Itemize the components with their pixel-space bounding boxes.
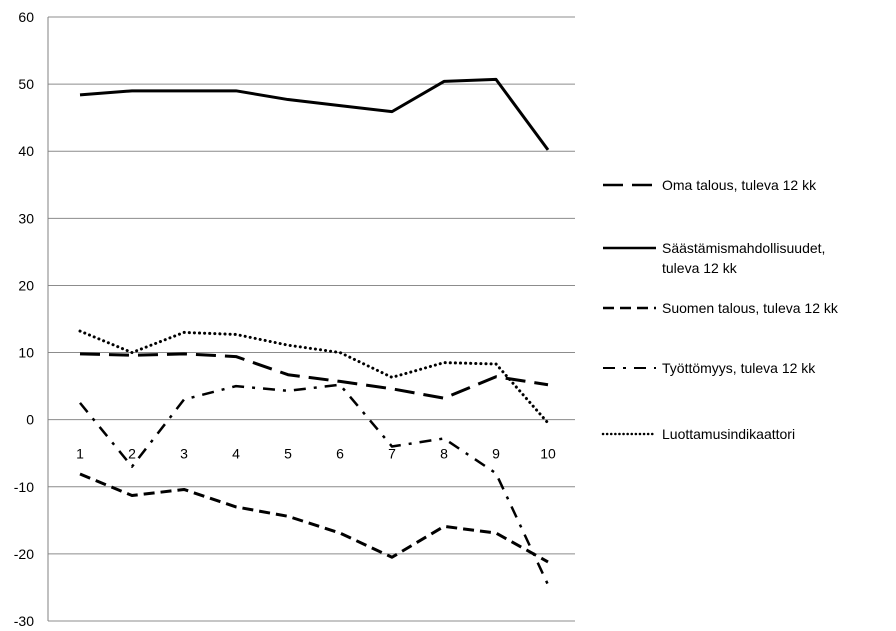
- legend-label: Suomen talous, tuleva 12 kk: [662, 300, 839, 316]
- legend-label: Työttömyys, tuleva 12 kk: [662, 360, 816, 376]
- y-axis-tick-labels: -30 -20 -10 0 10 20 30 40 50 60: [14, 9, 34, 629]
- legend-label: Oma talous, tuleva 12 kk: [662, 177, 817, 193]
- y-tick-label: -20: [14, 546, 34, 562]
- series-line-3: [79, 472, 549, 564]
- x-tick-label: 2: [128, 446, 136, 462]
- legend-label-line2: tuleva 12 kk: [662, 260, 738, 276]
- x-tick-label: 1: [76, 446, 84, 462]
- legend-label: Säästämismahdollisuudet,: [662, 240, 825, 256]
- series-line-2: [79, 77, 550, 151]
- series-line-5: [78, 329, 550, 425]
- y-tick-label: 0: [26, 412, 34, 428]
- legend-label: Luottamusindikaattori: [662, 426, 795, 442]
- series-line-1: [79, 352, 549, 400]
- y-tick-label: 60: [18, 9, 34, 25]
- series-lines: [78, 77, 550, 586]
- y-tick-label: 30: [18, 210, 34, 226]
- x-tick-label: 5: [284, 446, 292, 462]
- legend: Oma talous, tuleva 12 kk Säästämismahdoll…: [601, 177, 839, 442]
- x-tick-label: 6: [336, 446, 344, 462]
- x-tick-label: 7: [388, 446, 396, 462]
- x-tick-label: 4: [232, 446, 240, 462]
- y-tick-label: 20: [18, 277, 34, 293]
- y-tick-label: 10: [18, 345, 34, 361]
- y-tick-label: 50: [18, 76, 34, 92]
- series-line-4: [79, 383, 550, 586]
- x-axis-tick-labels: 1 2 3 4 5 6 7 8 9 10: [76, 446, 556, 462]
- x-tick-label: 8: [440, 446, 448, 462]
- gridlines: [48, 16, 575, 622]
- x-tick-label: 9: [492, 446, 500, 462]
- x-tick-label: 10: [540, 446, 556, 462]
- y-tick-label: -30: [14, 613, 34, 629]
- x-tick-label: 3: [180, 446, 188, 462]
- y-tick-label: -10: [14, 479, 34, 495]
- y-tick-label: 40: [18, 143, 34, 159]
